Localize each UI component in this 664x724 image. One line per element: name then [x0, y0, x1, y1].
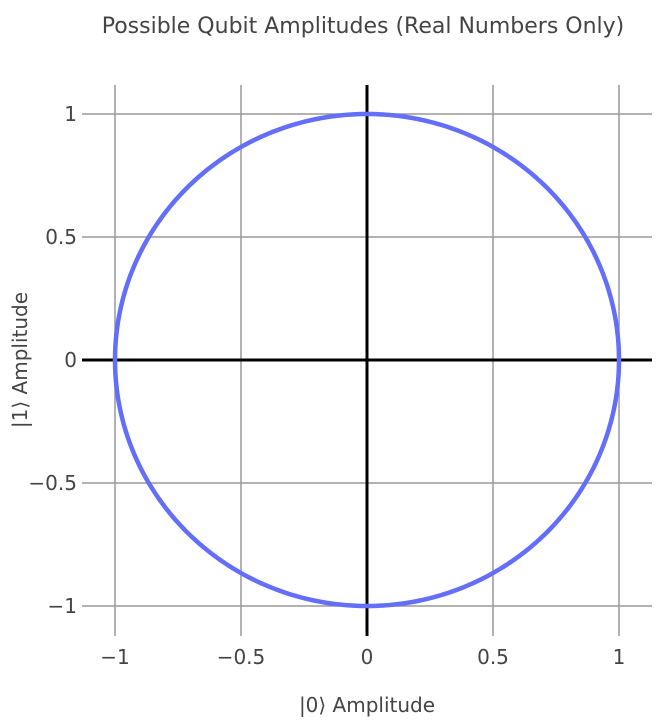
y-tick-label-0: 1 [64, 102, 77, 126]
x-axis-title: |0⟩ Amplitude [299, 693, 435, 717]
x-tick-label-3: 0.5 [477, 645, 509, 669]
x-tick-label-0: −1 [100, 645, 129, 669]
y-tick-label-3: −0.5 [28, 471, 77, 495]
x-tick-label-2: 0 [361, 645, 374, 669]
x-tick-labels: −1 −0.5 0 0.5 1 [100, 645, 625, 669]
y-axis-title: |1⟩ Amplitude [8, 292, 32, 428]
series-layer [112, 111, 622, 609]
zero-lines [82, 85, 652, 636]
x-tick-label-1: −0.5 [217, 645, 266, 669]
x-tick-label-4: 1 [613, 645, 626, 669]
series-0-line [112, 111, 622, 609]
y-tick-labels: 1 0.5 0 −0.5 −1 [28, 102, 77, 618]
y-tick-label-1: 0.5 [45, 225, 77, 249]
chart-title: Possible Qubit Amplitudes (Real Numbers … [102, 14, 625, 39]
y-tick-label-2: 0 [64, 348, 77, 372]
y-tick-label-4: −1 [48, 594, 77, 618]
